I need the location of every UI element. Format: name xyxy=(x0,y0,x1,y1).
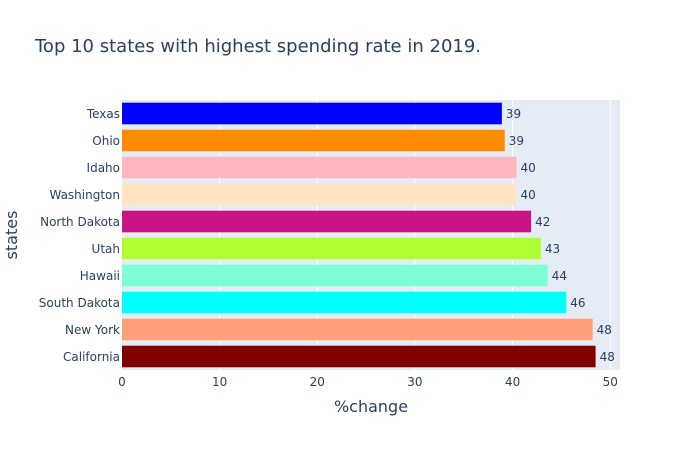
y-tick-label: Ohio xyxy=(92,134,120,148)
y-tick-label: New York xyxy=(65,323,120,337)
x-axis-ticks: 0 10 20 30 40 50 xyxy=(118,375,618,389)
y-tick-label: Hawaii xyxy=(80,269,120,283)
y-tick-label: North Dakota xyxy=(40,215,120,229)
y-tick-label: Washington xyxy=(49,188,120,202)
data-label: 44 xyxy=(552,269,567,283)
data-label: 39 xyxy=(506,107,521,121)
bars xyxy=(122,102,596,368)
data-label: 40 xyxy=(520,161,535,175)
x-tick-label: 30 xyxy=(407,375,422,389)
x-tick-label: 40 xyxy=(505,375,520,389)
y-tick-label: Texas xyxy=(86,107,120,121)
x-tick-label: 50 xyxy=(603,375,618,389)
data-label: 43 xyxy=(545,242,560,256)
bar xyxy=(122,237,541,260)
x-tick-label: 10 xyxy=(212,375,227,389)
y-axis-ticks: Texas Ohio Idaho Washington North Dakota Utah… xyxy=(39,107,120,364)
bar xyxy=(122,345,596,368)
y-tick-label: Utah xyxy=(92,242,120,256)
x-tick-label: 0 xyxy=(118,375,126,389)
y-tick-label: South Dakota xyxy=(39,296,120,310)
bar xyxy=(122,264,548,287)
x-tick-label: 20 xyxy=(310,375,325,389)
data-label: 39 xyxy=(509,134,524,148)
bar xyxy=(122,129,505,152)
bar xyxy=(122,102,502,125)
data-label: 46 xyxy=(570,296,585,310)
x-axis-title: %change xyxy=(334,397,408,416)
data-label: 42 xyxy=(535,215,550,229)
y-tick-label: California xyxy=(63,350,120,364)
bar xyxy=(122,210,532,233)
data-label: 48 xyxy=(600,350,615,364)
y-axis-title: states xyxy=(2,211,21,260)
data-label: 40 xyxy=(520,188,535,202)
bar xyxy=(122,318,593,341)
y-tick-label: Idaho xyxy=(87,161,120,175)
bar xyxy=(122,183,517,206)
bar xyxy=(122,291,567,314)
data-label: 48 xyxy=(597,323,612,337)
chart-title: Top 10 states with highest spending rate… xyxy=(34,36,481,57)
bar xyxy=(122,156,517,179)
